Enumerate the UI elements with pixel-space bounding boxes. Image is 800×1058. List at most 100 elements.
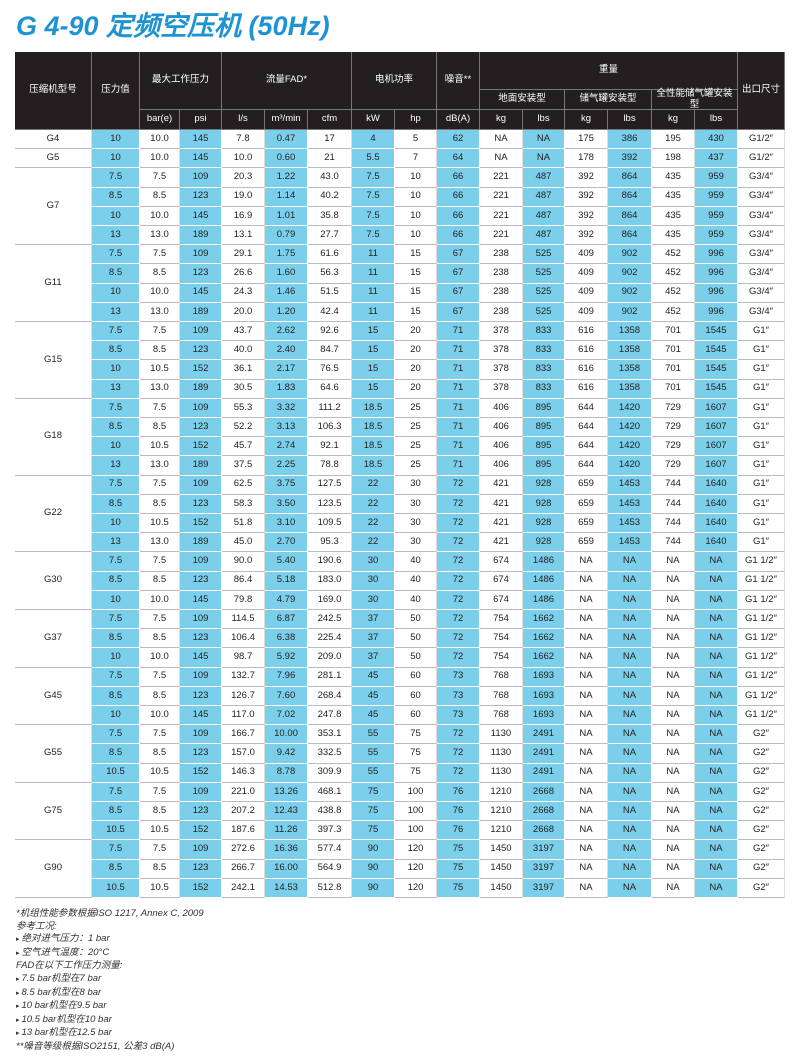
data-cell: 10.5 [92, 821, 140, 841]
data-cell: 8.5 [92, 494, 140, 514]
data-cell: NA [608, 878, 652, 898]
data-cell: 189 [180, 302, 222, 322]
header-cell: 重量 [480, 52, 738, 90]
data-cell: G2″ [738, 802, 785, 822]
data-cell: 106.3 [308, 418, 352, 438]
data-cell: 120 [395, 878, 437, 898]
data-cell: 438.8 [308, 802, 352, 822]
data-cell: 1607 [695, 437, 738, 457]
data-cell: 10 [92, 437, 140, 457]
data-cell: 435 [652, 168, 695, 188]
data-cell: NA [608, 802, 652, 822]
data-cell: 406 [480, 437, 523, 457]
data-cell: 15 [352, 322, 395, 342]
data-cell: 22 [352, 494, 395, 514]
unit-cell: m³/min [265, 110, 308, 130]
data-cell: 1453 [608, 475, 652, 495]
data-cell: 1130 [480, 763, 523, 783]
data-cell: 45 [352, 667, 395, 687]
data-cell: 13.26 [265, 782, 308, 802]
data-cell: 189 [180, 456, 222, 476]
data-cell: 10.0 [140, 706, 180, 726]
data-cell: 1.83 [265, 379, 308, 399]
data-cell: 109 [180, 322, 222, 342]
data-cell: 117.0 [222, 706, 265, 726]
data-cell: 221 [480, 187, 523, 207]
header-cell: 地面安装型 [480, 90, 565, 110]
model-cell: G18 [15, 398, 92, 476]
data-cell: 512.8 [308, 878, 352, 898]
data-cell: 37 [352, 629, 395, 649]
data-cell: 78.8 [308, 456, 352, 476]
data-cell: 67 [437, 264, 480, 284]
data-cell: 190.6 [308, 552, 352, 572]
data-cell: 72 [437, 725, 480, 745]
data-cell: 11 [352, 264, 395, 284]
data-cell: 7.96 [265, 667, 308, 687]
data-cell: 30 [395, 475, 437, 495]
data-cell: G1 1/2″ [738, 571, 785, 591]
data-cell: 1640 [695, 514, 738, 534]
data-cell: 24.3 [222, 283, 265, 303]
model-cell: G4 [15, 130, 92, 150]
data-cell: 452 [652, 245, 695, 265]
data-cell: 7.5 [352, 187, 395, 207]
data-cell: 7.5 [140, 475, 180, 495]
data-cell: G1″ [738, 322, 785, 342]
data-cell: 7.5 [352, 226, 395, 246]
data-cell: NA [652, 629, 695, 649]
data-cell: 73 [437, 667, 480, 687]
data-cell: 8.5 [140, 686, 180, 706]
data-cell: 895 [523, 456, 565, 476]
data-cell: 145 [180, 130, 222, 150]
data-cell: 75 [437, 840, 480, 860]
footnote-line: 13 bar机型在12.5 bar [16, 1027, 204, 1041]
data-cell: 754 [480, 610, 523, 630]
data-cell: 487 [523, 206, 565, 226]
data-cell: 27.7 [308, 226, 352, 246]
data-cell: 84.7 [308, 341, 352, 361]
data-cell: 42.4 [308, 302, 352, 322]
data-cell: 20 [395, 360, 437, 380]
data-cell: NA [565, 878, 608, 898]
data-cell: 2.70 [265, 533, 308, 553]
unit-cell: bar(e) [140, 110, 180, 130]
data-cell: NA [695, 648, 738, 668]
data-cell: NA [652, 782, 695, 802]
data-cell: 487 [523, 168, 565, 188]
data-cell: 729 [652, 398, 695, 418]
data-cell: 644 [565, 456, 608, 476]
data-cell: 895 [523, 437, 565, 457]
data-cell: G2″ [738, 782, 785, 802]
data-cell: 7.5 [140, 245, 180, 265]
data-cell: 152 [180, 437, 222, 457]
data-cell: 996 [695, 283, 738, 303]
data-cell: 430 [695, 130, 738, 150]
data-cell: 1420 [608, 418, 652, 438]
data-cell: 13 [92, 533, 140, 553]
data-cell: 8.5 [140, 744, 180, 764]
data-cell: 10.0 [140, 283, 180, 303]
data-cell: 198 [652, 149, 695, 169]
data-cell: 5.18 [265, 571, 308, 591]
data-cell: 1640 [695, 533, 738, 553]
data-cell: 10.5 [140, 437, 180, 457]
data-cell: 195 [652, 130, 695, 150]
data-cell: 2.74 [265, 437, 308, 457]
data-cell: 266.7 [222, 859, 265, 879]
data-cell: G2″ [738, 763, 785, 783]
data-cell: 8.5 [140, 187, 180, 207]
data-cell: G1 1/2″ [738, 610, 785, 630]
unit-cell: lbs [523, 110, 565, 130]
data-cell: 238 [480, 245, 523, 265]
data-cell: 409 [565, 302, 608, 322]
data-cell: 66 [437, 168, 480, 188]
data-cell: 178 [565, 149, 608, 169]
data-cell: 56.3 [308, 264, 352, 284]
data-cell: 8.5 [140, 629, 180, 649]
data-cell: 123 [180, 686, 222, 706]
data-cell: 309.9 [308, 763, 352, 783]
data-cell: NA [608, 782, 652, 802]
data-cell: 25 [395, 437, 437, 457]
